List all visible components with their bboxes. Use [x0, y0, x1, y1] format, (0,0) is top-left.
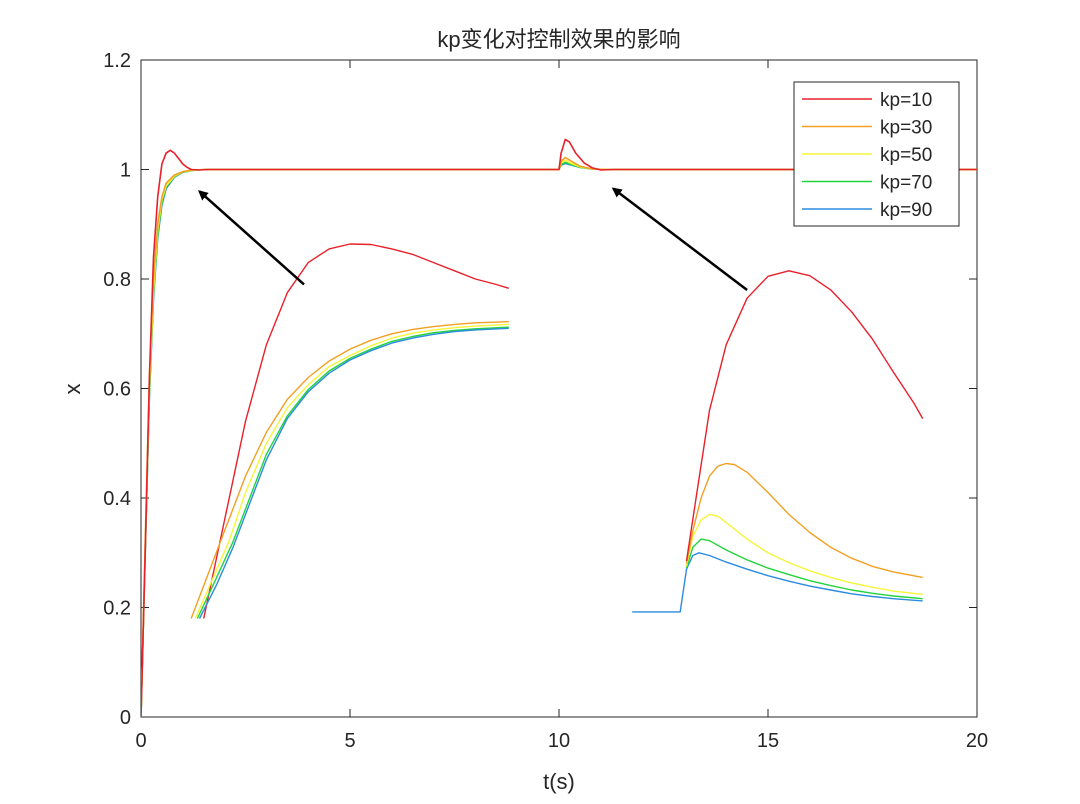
inset-curve-kp-10	[685, 270, 924, 562]
zoom-insets	[190, 243, 924, 619]
x-tick-label: 0	[135, 730, 146, 752]
y-tick-label: 0.8	[103, 269, 131, 291]
y-tick-label: 0.4	[103, 488, 131, 510]
legend-label: kp=70	[880, 173, 932, 194]
chart-title: kp变化对控制效果的影响	[437, 27, 680, 52]
x-tick-label: 15	[757, 730, 779, 752]
legend-label: kp=10	[880, 90, 932, 111]
y-tick-label: 0	[120, 707, 131, 729]
y-tick-label: 1	[120, 160, 131, 182]
zoom-arrow	[611, 187, 748, 291]
inset-curve-kp-50	[194, 323, 509, 619]
y-tick-label: 0.6	[103, 379, 131, 401]
inset-curve-kp-90	[198, 327, 509, 619]
legend-label: kp=30	[880, 118, 932, 139]
zoom-arrows	[198, 187, 748, 291]
x-tick-label: 5	[344, 730, 355, 752]
y-axis-ticks: 0 0.2 0.4 0.6 0.8 1 1.2	[103, 50, 977, 729]
inset-2	[632, 270, 924, 613]
zoom-arrow	[198, 190, 305, 286]
inset-curve-kp-30	[685, 462, 923, 579]
inset-1	[190, 243, 510, 619]
y-tick-label: 1.2	[103, 50, 131, 72]
x-tick-label: 10	[548, 730, 570, 752]
x-tick-label: 20	[966, 730, 988, 752]
y-tick-label: 0.2	[103, 598, 131, 620]
inset-curve-kp-70	[685, 538, 923, 600]
legend: kp=10 kp=30 kp=50 kp=70 kp=90	[793, 81, 960, 227]
inset-curve-kp-70	[196, 326, 509, 619]
y-axis-label: x	[60, 384, 85, 395]
x-axis-label: t(s)	[543, 769, 575, 794]
series-lines	[141, 138, 977, 717]
legend-label: kp=50	[880, 145, 932, 166]
inset-curve-kp-10	[203, 243, 510, 619]
inset-curve-kp-90	[632, 552, 923, 613]
inset-curve-kp-30	[190, 321, 509, 619]
series-line-kp-10	[141, 138, 977, 717]
inset-curve-kp-50	[685, 513, 923, 596]
legend-label: kp=90	[880, 200, 932, 221]
